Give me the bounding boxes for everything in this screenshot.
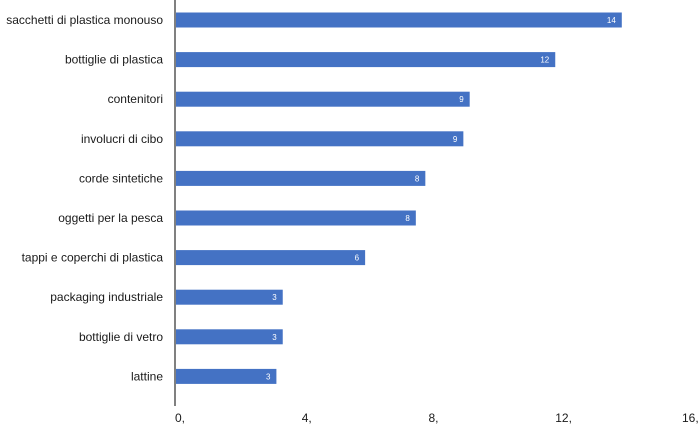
bar-tappi-e-coperchi-di-plastica: [176, 250, 366, 266]
x-tick-labels: 0, 4, 8, 12, 16,: [175, 411, 699, 425]
bar-packaging-industriale: [176, 289, 283, 305]
bar-corde-sintetiche: [176, 170, 426, 186]
category-label: bottiglie di vetro: [79, 330, 163, 344]
data-label: 12: [540, 56, 549, 65]
category-label: corde sintetiche: [79, 171, 163, 185]
category-label: bottiglie di plastica: [65, 53, 163, 67]
category-labels: sacchetti di plastica monouso bottiglie d…: [6, 13, 163, 383]
category-label: oggetti per la pesca: [58, 211, 163, 225]
data-label: 9: [459, 95, 464, 104]
x-tick-label: 8,: [429, 411, 439, 425]
x-tick-label: 12,: [555, 411, 572, 425]
bars-group: [176, 12, 622, 384]
bar-sacchetti-di-plastica-monouso: [176, 12, 622, 28]
x-tick-label: 4,: [302, 411, 312, 425]
category-label: involucri di cibo: [81, 132, 163, 146]
bar-oggetti-per-la-pesca: [176, 210, 416, 226]
bar-lattine: [176, 368, 277, 384]
bar-bottiglie-di-vetro: [176, 329, 283, 345]
category-label: tappi e coperchi di plastica: [22, 251, 164, 265]
data-label: 3: [272, 333, 277, 342]
x-tick-label: 16,: [682, 411, 699, 425]
bar-involucri-di-cibo: [176, 131, 464, 147]
category-label: packaging industriale: [50, 290, 163, 304]
data-label: 8: [415, 174, 420, 183]
bar-contenitori: [176, 91, 470, 107]
category-label: contenitori: [108, 92, 163, 106]
category-label: sacchetti di plastica monouso: [6, 13, 163, 27]
data-labels: 14 12 9 9 8 8 6 3 3 3: [266, 16, 616, 381]
data-label: 3: [272, 293, 277, 302]
data-label: 3: [266, 372, 271, 381]
data-label: 6: [355, 254, 360, 263]
data-label: 9: [453, 135, 458, 144]
category-label: lattine: [131, 369, 163, 383]
bar-bottiglie-di-plastica: [176, 52, 556, 68]
data-label: 14: [607, 16, 616, 25]
x-tick-label: 0,: [175, 411, 185, 425]
data-label: 8: [405, 214, 410, 223]
